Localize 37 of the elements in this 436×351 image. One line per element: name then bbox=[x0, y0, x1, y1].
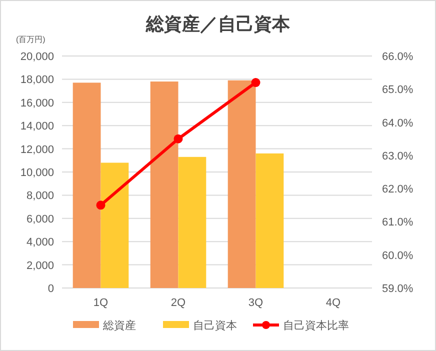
y2-tick-label: 63.0% bbox=[382, 150, 414, 162]
y2-tick-label: 66.0% bbox=[382, 51, 414, 63]
y2-tick-label: 64.0% bbox=[382, 117, 414, 130]
chart-title: 総資産／自己資本 bbox=[145, 14, 291, 34]
y-tick-label: 10,000 bbox=[20, 167, 54, 179]
point bbox=[174, 134, 183, 144]
y-tick-label: 14,000 bbox=[20, 120, 54, 133]
y2-tick-label: 61.0% bbox=[382, 216, 414, 229]
bar bbox=[72, 82, 101, 288]
y-tick-label: 2,000 bbox=[26, 260, 54, 272]
y2-tick-label: 65.0% bbox=[382, 84, 414, 96]
bar bbox=[256, 153, 284, 288]
y-tick-label: 8,000 bbox=[26, 190, 54, 202]
y-tick-label: 4,000 bbox=[26, 236, 54, 249]
y2-tick-label: 62.0% bbox=[382, 184, 414, 196]
y-tick-label: 6,000 bbox=[26, 213, 54, 226]
y2-tick-label: 60.0% bbox=[382, 250, 414, 262]
text: (百万円) bbox=[16, 35, 46, 44]
bar bbox=[100, 162, 129, 288]
y2-tick-label: 59.0% bbox=[382, 283, 414, 295]
bar bbox=[178, 156, 206, 288]
point bbox=[96, 200, 106, 210]
y-tick-label: 18,000 bbox=[20, 74, 54, 86]
x-tick-label: 4Q bbox=[326, 297, 342, 309]
y-tick-label: 16,000 bbox=[20, 97, 54, 110]
point bbox=[251, 78, 260, 88]
legend-label: 自己資本比率 bbox=[283, 319, 349, 332]
y-tick-label: 20,000 bbox=[20, 51, 54, 63]
bar bbox=[228, 80, 256, 288]
legend-label: 自己資本 bbox=[193, 319, 237, 332]
x-tick-label: 3Q bbox=[248, 297, 264, 309]
x-tick-label: 1Q bbox=[93, 297, 109, 309]
x-tick-label: 2Q bbox=[170, 297, 186, 309]
y-tick-label: 12,000 bbox=[20, 144, 54, 156]
legend-label: 総資産 bbox=[102, 319, 136, 332]
bar bbox=[150, 82, 178, 288]
y-tick-label: 0 bbox=[48, 283, 54, 295]
